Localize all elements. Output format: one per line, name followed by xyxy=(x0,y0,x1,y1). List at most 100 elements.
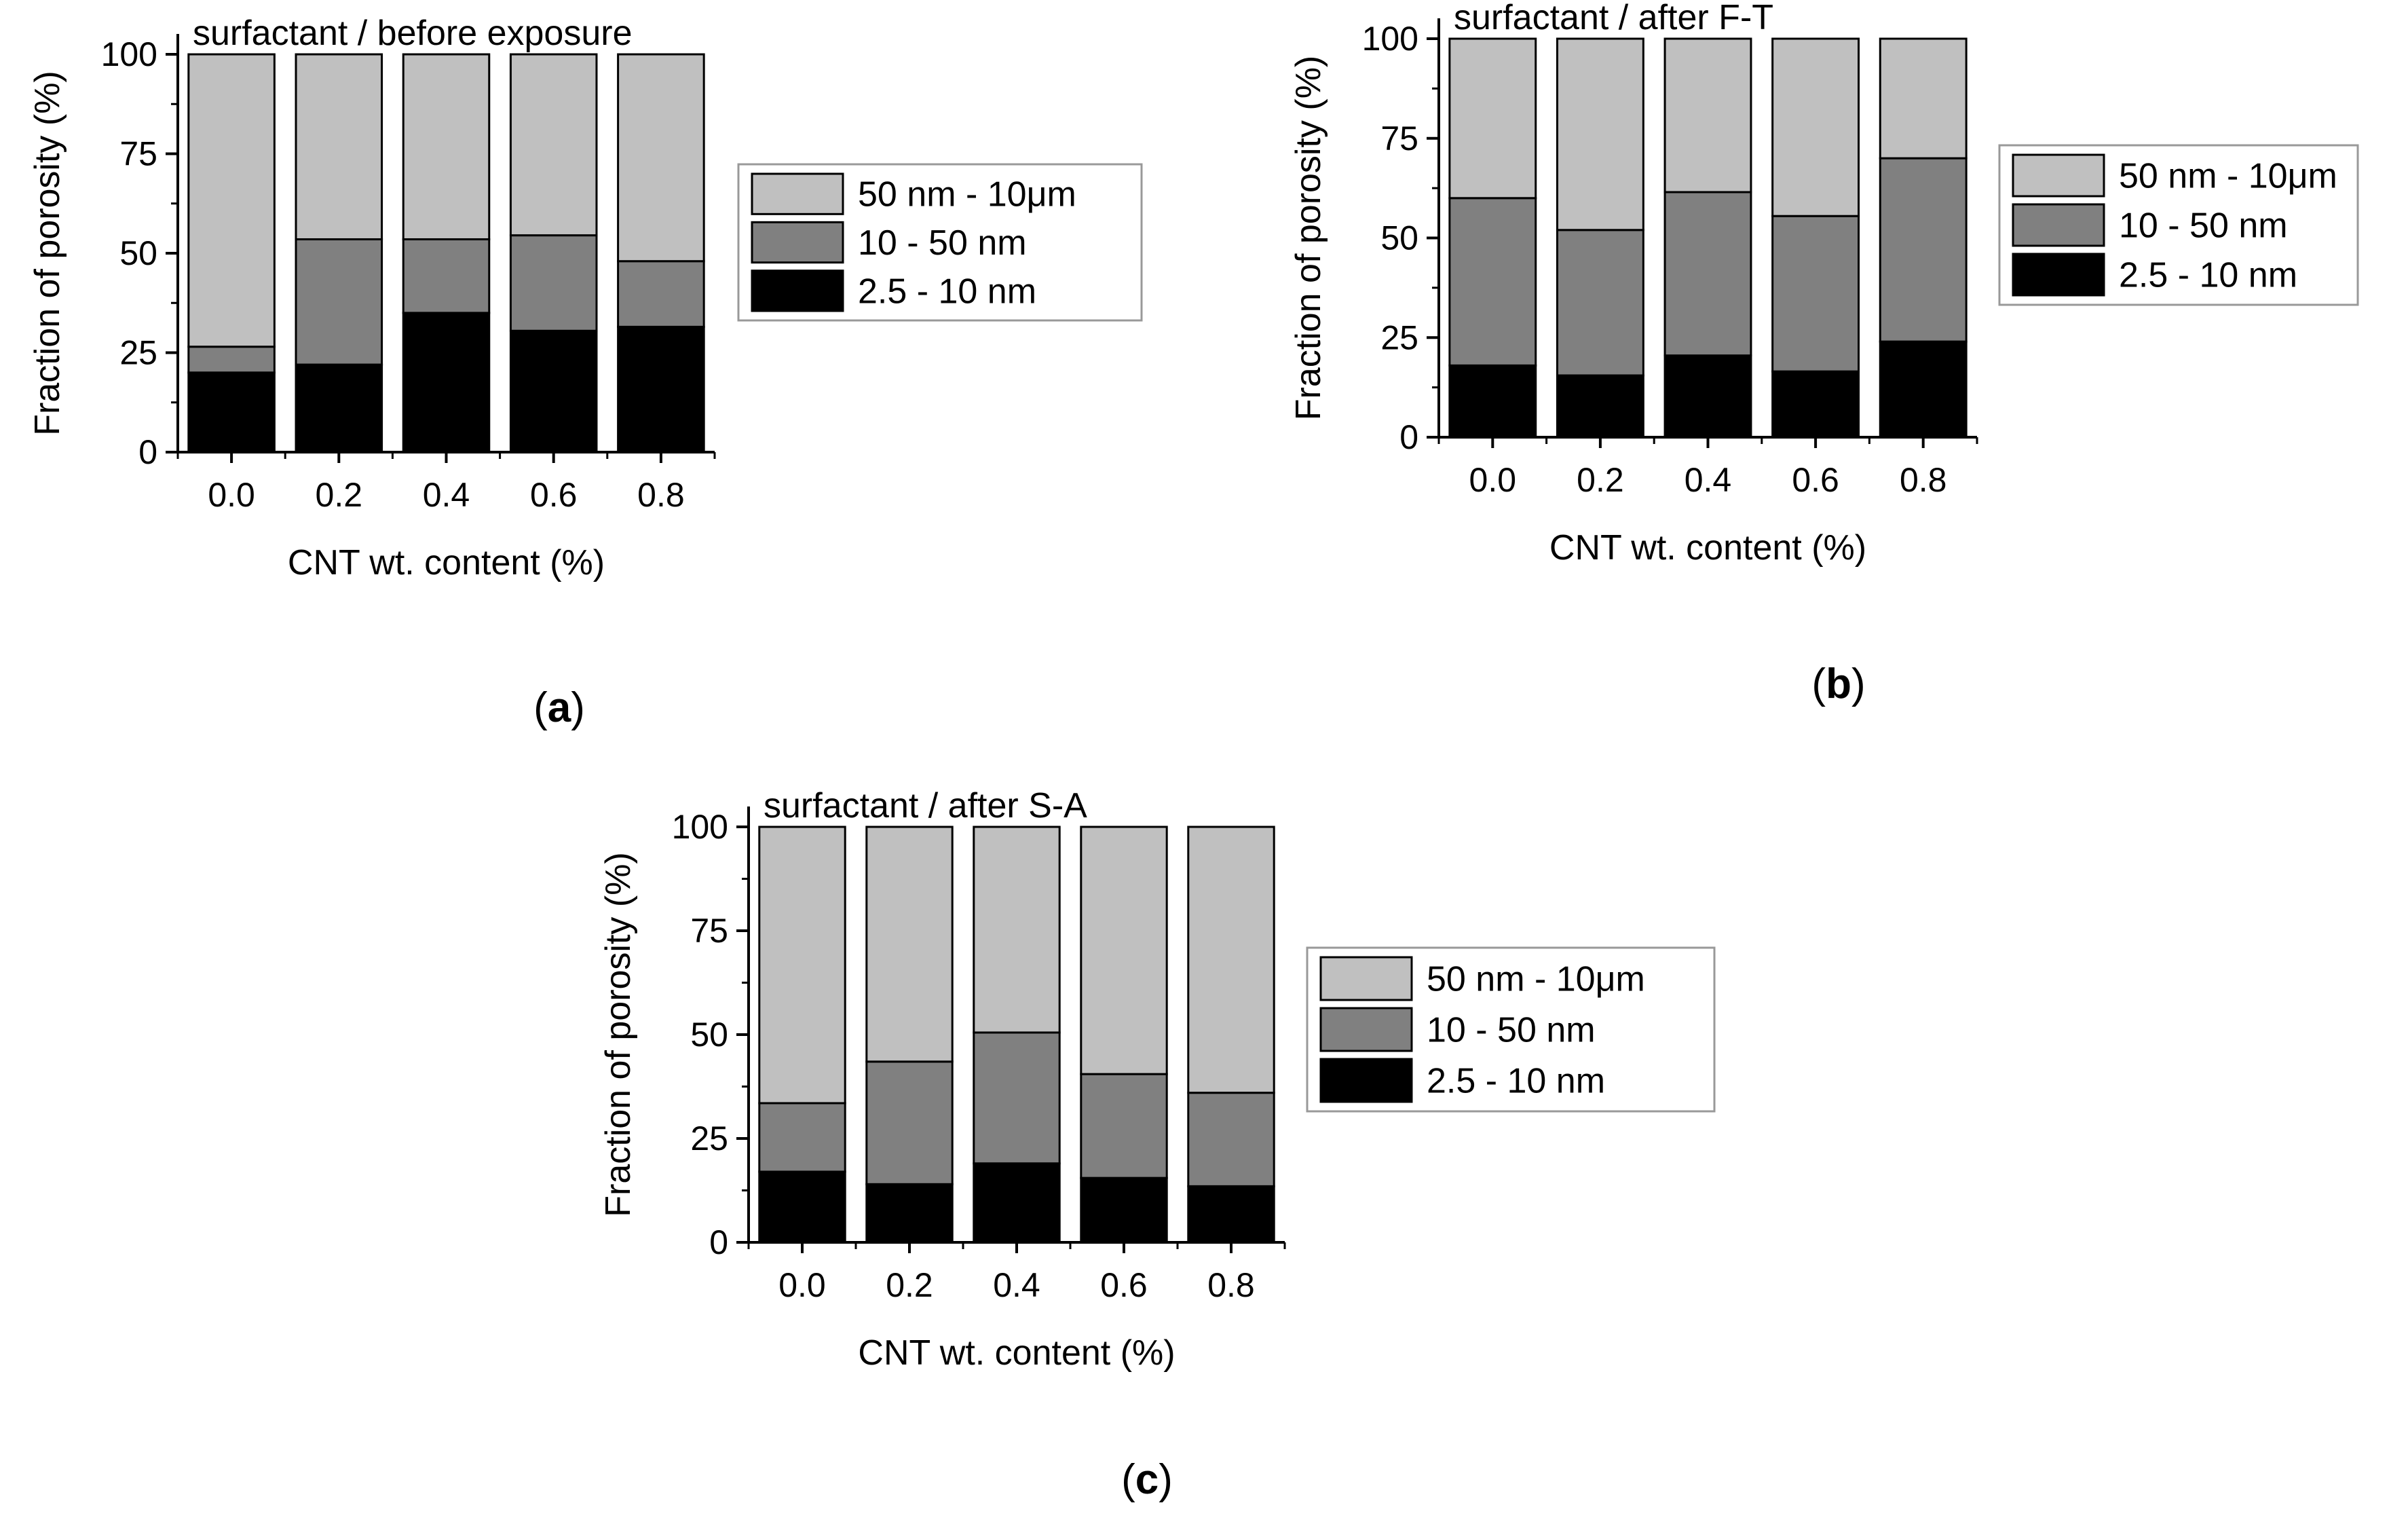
bar-segment xyxy=(402,312,491,453)
bar-segment xyxy=(509,329,598,453)
bar-segment xyxy=(295,363,383,453)
legend: 50 nm - 10μm 10 - 50 nm 2.5 - 10 nm xyxy=(1998,144,2359,306)
legend-swatch xyxy=(2012,253,2105,297)
legend-swatch xyxy=(2012,153,2105,198)
y-tick-label: 75 xyxy=(690,912,728,950)
y-axis-title: Fraction of porosity (%) xyxy=(599,852,638,1217)
bar-segment xyxy=(1556,374,1644,439)
bar-segment xyxy=(295,53,383,240)
x-tick-label: 0.8 xyxy=(1207,1266,1255,1304)
y-axis-title: Fraction of porosity (%) xyxy=(1289,56,1328,421)
bar-segment xyxy=(1879,157,1968,343)
y-tick-label: 25 xyxy=(690,1119,728,1157)
legend: 50 nm - 10μm 10 - 50 nm 2.5 - 10 nm xyxy=(737,163,1143,322)
y-tick-label: 0 xyxy=(138,433,157,471)
panel-letter: a xyxy=(548,684,571,731)
legend-label: 50 nm - 10μm xyxy=(1427,960,1645,999)
bar-segment xyxy=(973,1162,1061,1244)
legend-swatch xyxy=(751,221,844,264)
x-tick-label: 0.2 xyxy=(316,476,363,514)
x-tick-label: 0.8 xyxy=(637,476,685,514)
bar-segment xyxy=(617,325,705,453)
bar-segment xyxy=(973,826,1061,1034)
y-tick-label: 50 xyxy=(1380,219,1418,257)
y-tick-label: 25 xyxy=(119,334,157,372)
bar-segment xyxy=(1448,364,1537,439)
bar-segment xyxy=(617,53,705,263)
bar-segment xyxy=(1879,340,1968,439)
y-tick-label: 100 xyxy=(672,808,728,846)
panel-letter: b xyxy=(1826,661,1851,707)
y-tick-label: 100 xyxy=(101,35,157,73)
bar-segment xyxy=(402,238,491,314)
legend-label: 2.5 - 10 nm xyxy=(2119,256,2297,295)
bar-segment xyxy=(758,826,846,1105)
bar-segment xyxy=(617,260,705,328)
bar-segment xyxy=(1448,37,1537,200)
x-axis-title: CNT wt. content (%) xyxy=(1549,528,1866,568)
panel-label: (c) xyxy=(1121,1456,1173,1503)
bar-segment xyxy=(1771,37,1860,217)
y-tick-label: 75 xyxy=(1380,119,1418,157)
legend-swatch xyxy=(2012,203,2105,247)
x-tick-label: 0.4 xyxy=(423,476,470,514)
chart-panel-b: 0 25 50 75 100 0.0 0.2 0.4 0.6 0.8 surfactant / af… xyxy=(1289,0,2359,707)
bar-segment xyxy=(509,234,598,332)
bar-segment xyxy=(1080,1073,1168,1179)
panel-label: (b) xyxy=(1811,661,1865,707)
y-tick-label: 50 xyxy=(690,1016,728,1054)
bar-segment xyxy=(509,53,598,237)
bar-segment xyxy=(187,371,276,453)
bar-segment xyxy=(1187,1092,1275,1187)
legend-label: 10 - 50 nm xyxy=(858,223,1027,263)
x-axis-title: CNT wt. content (%) xyxy=(288,543,605,582)
bar-segment xyxy=(187,53,276,348)
chart-title: surfactant / before exposure xyxy=(193,14,633,53)
bar-segment xyxy=(758,1170,846,1244)
y-tick-label: 75 xyxy=(119,135,157,173)
panel-letter: c xyxy=(1135,1456,1159,1503)
chart-title: surfactant / after S-A xyxy=(764,786,1087,826)
y-tick-label: 0 xyxy=(709,1223,728,1261)
bar-segment xyxy=(973,1031,1061,1165)
legend-label: 50 nm - 10μm xyxy=(858,175,1076,215)
bar-segment xyxy=(402,53,491,240)
legend-swatch xyxy=(751,172,844,215)
bar-segment xyxy=(1187,1185,1275,1244)
legend-swatch xyxy=(1319,1058,1413,1103)
x-tick-label: 0.6 xyxy=(1100,1266,1148,1304)
legend-swatch xyxy=(1319,956,1413,1001)
bar-segment xyxy=(1771,215,1860,373)
bar-segment xyxy=(1771,370,1860,439)
bar-segment xyxy=(1187,826,1275,1094)
legend-swatch xyxy=(1319,1007,1413,1052)
legend-label: 10 - 50 nm xyxy=(1427,1011,1596,1050)
y-tick-label: 0 xyxy=(1399,418,1418,456)
chart-title: surfactant / after F-T xyxy=(1454,0,1773,37)
x-tick-label: 0.4 xyxy=(1685,461,1732,499)
x-tick-label: 0.8 xyxy=(1900,461,1947,499)
x-tick-label: 0.0 xyxy=(778,1266,826,1304)
bar-segment xyxy=(1080,826,1168,1075)
bar-segment xyxy=(1879,37,1968,160)
x-tick-label: 0.0 xyxy=(208,476,255,514)
legend-label: 50 nm - 10μm xyxy=(2119,157,2337,196)
chart-panel-a: 0 25 50 75 100 0.0 0.2 0.4 0.6 0.8 surfactant / be… xyxy=(28,14,1143,731)
bar-segment xyxy=(1663,37,1752,193)
bar-segment xyxy=(1663,354,1752,439)
y-tick-label: 50 xyxy=(119,234,157,272)
bar-segment xyxy=(758,1102,846,1173)
bar-segment xyxy=(865,1183,954,1244)
legend-label: 2.5 - 10 nm xyxy=(1427,1062,1605,1101)
bar-segment xyxy=(865,826,954,1063)
x-tick-label: 0.2 xyxy=(1577,461,1624,499)
bar-segment xyxy=(1663,191,1752,357)
legend-label: 2.5 - 10 nm xyxy=(858,272,1036,311)
x-tick-label: 0.4 xyxy=(993,1266,1040,1304)
bar-segment xyxy=(865,1060,954,1185)
bar-segment xyxy=(1448,197,1537,367)
chart-panel-c: 0 25 50 75 100 0.0 0.2 0.4 0.6 0.8 surfactant / af… xyxy=(599,786,1716,1503)
y-tick-label: 100 xyxy=(1362,20,1418,58)
x-axis-title: CNT wt. content (%) xyxy=(858,1333,1175,1373)
